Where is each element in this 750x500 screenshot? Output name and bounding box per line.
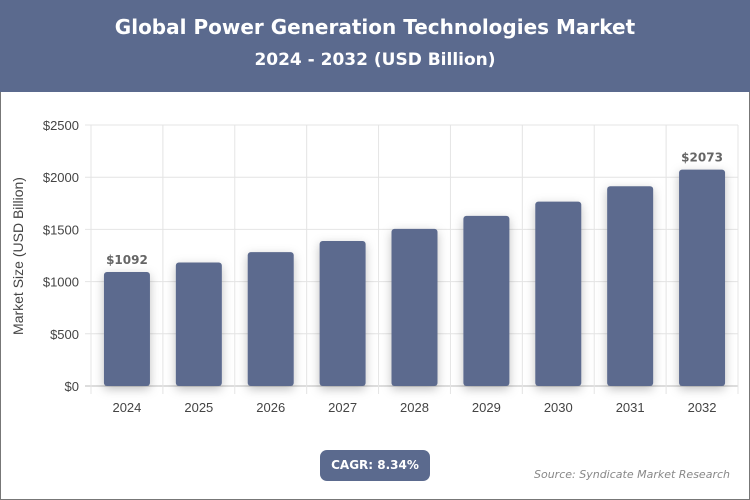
bar-2030 [535,201,582,386]
bar-2028 [391,228,438,386]
x-tick-label: 2026 [256,400,285,415]
cagr-badge: CAGR: 8.34% [320,450,430,481]
x-tick-label: 2032 [688,400,717,415]
x-tick-label: 2027 [328,400,357,415]
x-tick-label: 2031 [616,400,645,415]
chart-title: Global Power Generation Technologies Mar… [114,15,636,39]
x-tick-label: 2025 [184,400,213,415]
bar-2024 [103,271,150,386]
x-tick-label: 2028 [400,400,429,415]
chart-header: Global Power Generation Technologies Mar… [0,0,750,92]
chart-subtitle: 2024 - 2032 (USD Billion) [254,50,496,70]
y-tick-label: $2500 [43,118,79,133]
y-tick-label: $0 [65,379,79,394]
y-tick-label: $1000 [43,275,79,290]
bar-2031 [607,186,654,386]
y-tick-label: $500 [50,327,79,342]
y-axis-label: Market Size (USD Billion) [10,177,26,335]
bar-2032 [679,169,726,386]
bar-2029 [463,215,510,386]
source-note: Source: Syndicate Market Research [534,468,730,481]
bar-2027 [319,240,366,386]
y-tick-label: $1500 [43,222,79,237]
x-tick-label: 2024 [112,400,141,415]
x-tick-label: 2029 [472,400,501,415]
data-label: $1092 [106,253,148,267]
x-tick-label: 2030 [544,400,573,415]
data-label: $2073 [681,151,723,165]
bar-2026 [247,252,294,386]
bar-2025 [175,262,222,386]
y-tick-label: $2000 [43,170,79,185]
